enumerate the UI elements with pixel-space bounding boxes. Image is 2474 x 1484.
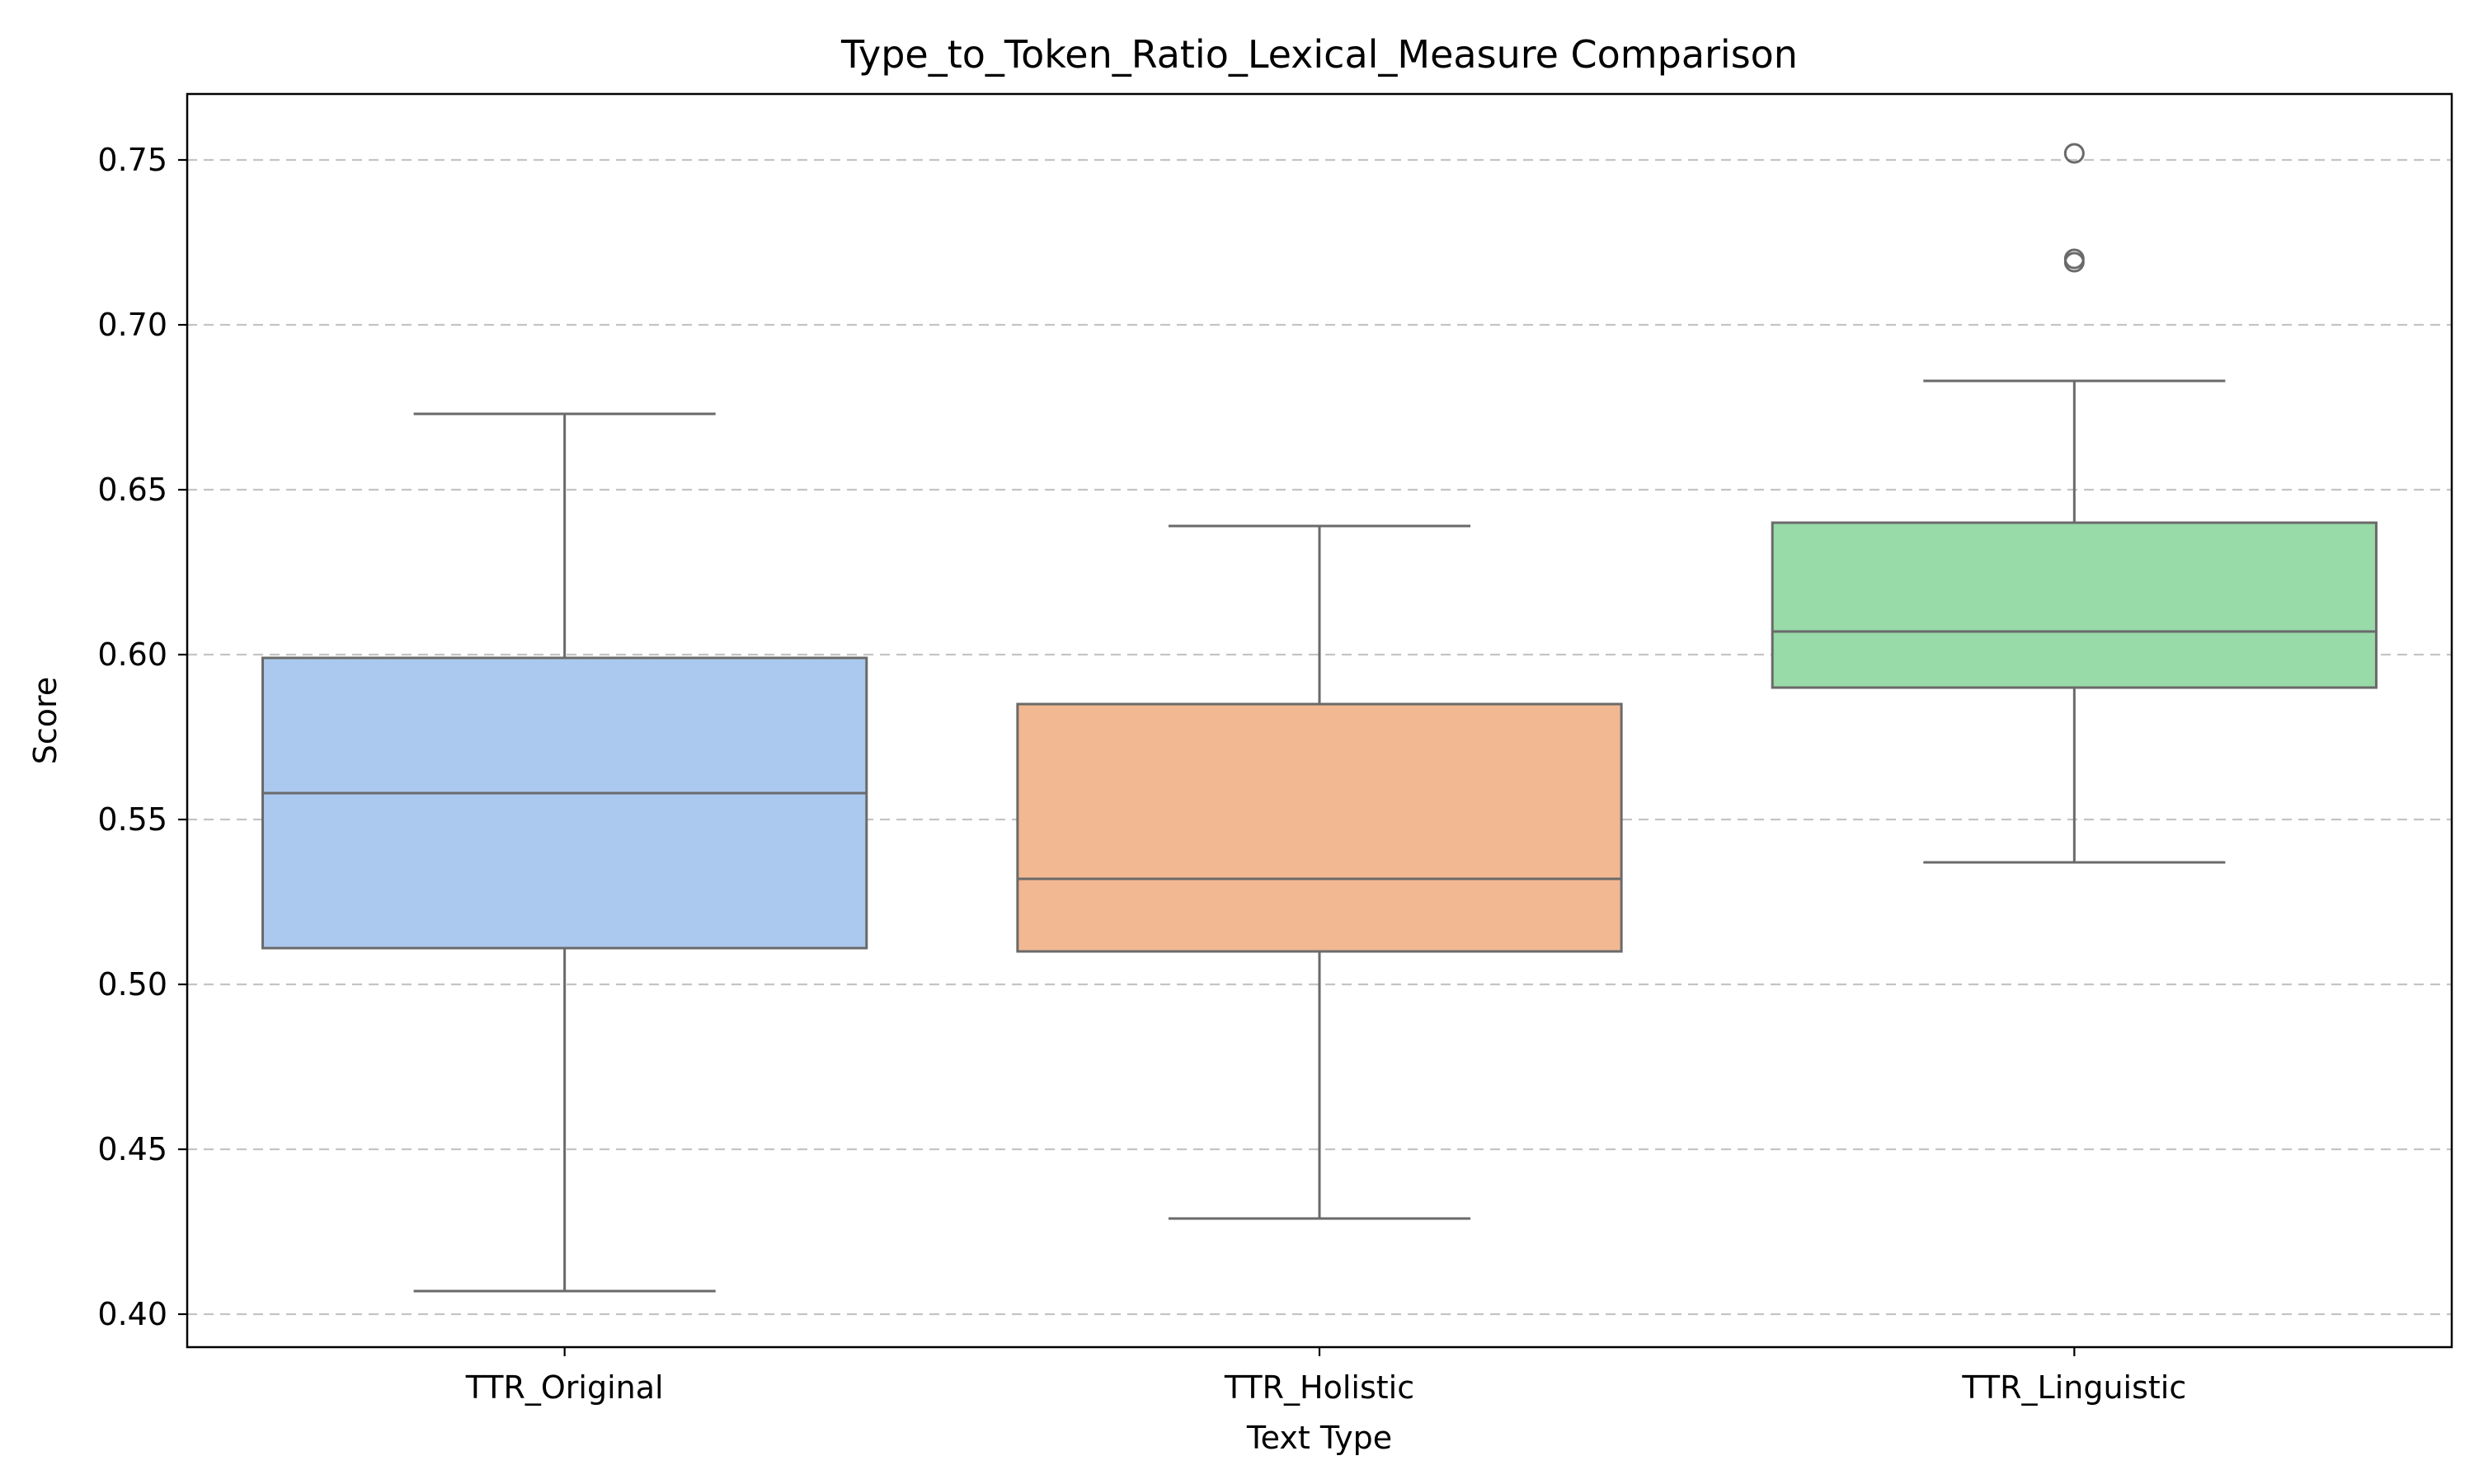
outlier-point (2063, 251, 2085, 273)
y-tick-label: 0.60 (97, 636, 167, 673)
x-tick-label: TTR_Holistic (1224, 1369, 1414, 1406)
box-group-TTR_Linguistic (1771, 143, 2378, 864)
chart-title: Type_to_Token_Ratio_Lexical_Measure Comp… (840, 32, 1798, 77)
y-tick-label: 0.40 (97, 1296, 167, 1332)
y-tick-label: 0.45 (97, 1131, 167, 1167)
box-iqr (1771, 521, 2378, 689)
axis-layer: 0.40 0.45 0.50 0.55 0.60 0.65 0.70 0.75 TTR_Orig… (97, 142, 2186, 1406)
box-group-TTR_Holistic (1016, 524, 1623, 1220)
box-group-TTR_Original (261, 412, 868, 1293)
y-tick-label: 0.65 (97, 472, 167, 508)
y-tick-label: 0.75 (97, 142, 167, 178)
x-tick-label: TTR_Linguistic (1961, 1369, 2186, 1406)
box-iqr (1016, 702, 1623, 953)
y-tick-label: 0.55 (97, 801, 167, 838)
outlier-point (2063, 143, 2085, 164)
box-iqr (261, 656, 868, 950)
x-tick-label: TTR_Original (465, 1369, 664, 1406)
y-tick-label: 0.70 (97, 307, 167, 343)
y-axis-label: Score (27, 677, 63, 764)
x-axis-label: Text Type (1246, 1420, 1392, 1456)
y-tick-label: 0.50 (97, 966, 167, 1003)
plot-layer (261, 143, 2378, 1293)
